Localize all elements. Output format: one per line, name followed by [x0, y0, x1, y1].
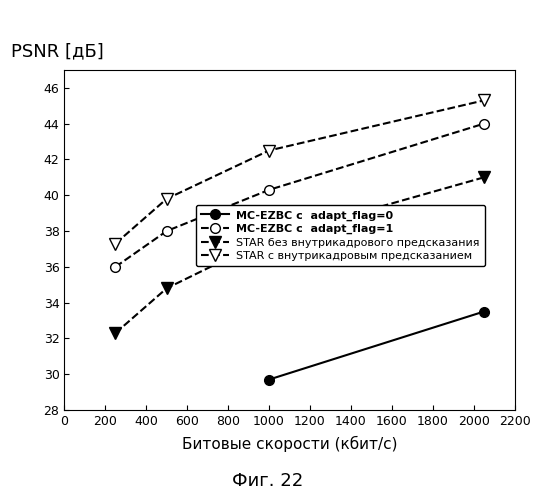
Line: STAR с внутрикадровым предсказанием: STAR с внутрикадровым предсказанием: [110, 95, 489, 249]
STAR с внутрикадровым предсказанием: [266, 148, 272, 154]
STAR без внутрикадрового предсказания: [112, 330, 118, 336]
MC-EZBC с  adapt_flag=1: [112, 264, 118, 270]
MC-EZBC с  adapt_flag=1: [163, 228, 170, 234]
STAR без внутрикадрового предсказания: [163, 286, 170, 292]
Legend: MC-EZBC с  adapt_flag=0, MC-EZBC с  adapt_flag=1, STAR без внутрикадрового предс: MC-EZBC с adapt_flag=0, MC-EZBC с adapt_…: [196, 205, 485, 266]
STAR без внутрикадрового предсказания: [266, 235, 272, 241]
MC-EZBC с  adapt_flag=0: [266, 376, 272, 382]
MC-EZBC с  adapt_flag=1: [481, 120, 487, 126]
Text: PSNR [дБ]: PSNR [дБ]: [11, 42, 103, 60]
Line: MC-EZBC с  adapt_flag=1: MC-EZBC с adapt_flag=1: [110, 119, 489, 272]
X-axis label: Битовые скорости (кбит/с): Битовые скорости (кбит/с): [182, 436, 397, 452]
STAR с внутрикадровым предсказанием: [112, 240, 118, 246]
MC-EZBC с  adapt_flag=0: [481, 308, 487, 314]
Line: STAR без внутрикадрового предсказания: STAR без внутрикадрового предсказания: [110, 172, 489, 338]
STAR с внутрикадровым предсказанием: [481, 98, 487, 103]
Line: MC-EZBC с  adapt_flag=0: MC-EZBC с adapt_flag=0: [264, 306, 489, 384]
Text: Фиг. 22: Фиг. 22: [233, 472, 303, 490]
STAR с внутрикадровым предсказанием: [163, 196, 170, 202]
MC-EZBC с  adapt_flag=1: [266, 187, 272, 193]
STAR без внутрикадрового предсказания: [481, 174, 487, 180]
